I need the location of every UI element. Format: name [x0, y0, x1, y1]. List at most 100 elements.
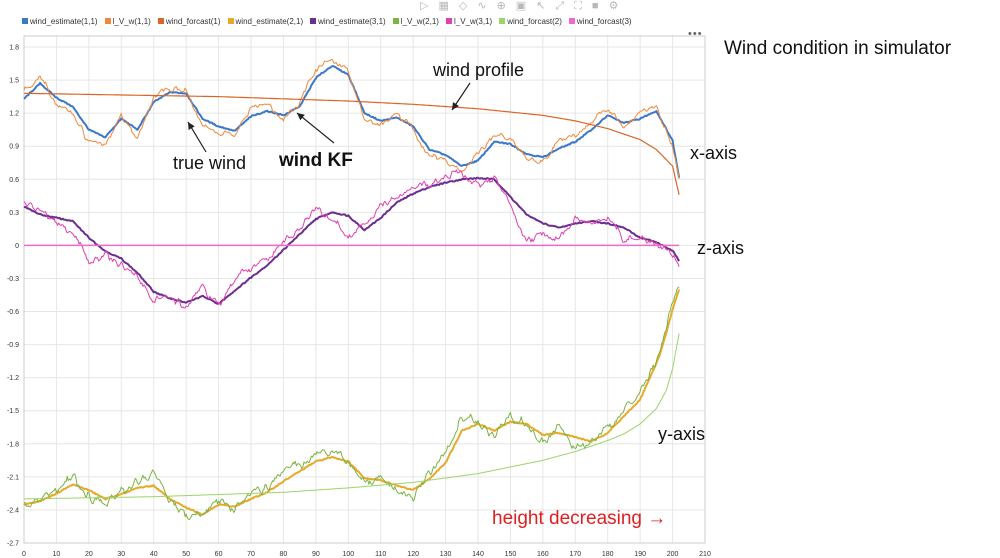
y-tick-label: -2.7 — [7, 541, 19, 548]
x-tick-label: 200 — [667, 551, 679, 558]
y-axis-label: y-axis — [658, 424, 706, 444]
y-tick-label: 1.8 — [9, 45, 19, 52]
legend-label: l_V_w(1,1) — [112, 16, 151, 26]
legend-label: wind_forcast(1) — [165, 16, 221, 26]
true-wind-label: true wind — [173, 153, 247, 173]
y-tick-label: -1.8 — [7, 441, 19, 448]
tick-layer: 0 10 20 30 40 50 60 70 80 90 100 110 120 130 140 150 160… — [7, 45, 711, 558]
series-line-wind-forcast-2 — [24, 333, 680, 500]
fit-icon[interactable]: ▣ — [515, 0, 527, 12]
legend-item[interactable]: wind_forcast(1) — [157, 16, 221, 26]
grid-icon[interactable]: ▦ — [438, 0, 449, 12]
legend-swatch — [104, 18, 111, 24]
series-line-wind-estimate-2-1 — [23, 289, 681, 516]
series-line-l-v-w-1-1 — [23, 58, 680, 179]
x-tick-label: 130 — [440, 551, 452, 558]
x-tick-label: 30 — [117, 551, 125, 558]
legend-swatch — [445, 18, 452, 24]
gear-icon[interactable]: ⚙ — [608, 0, 619, 12]
x-tick-label: 160 — [537, 551, 549, 558]
y-tick-label: -0.6 — [7, 309, 19, 316]
y-tick-label: 0.9 — [9, 144, 19, 151]
series-line-l-v-w-3-1 — [23, 169, 680, 309]
wind-profile-label: wind profile — [433, 60, 525, 80]
camera-icon[interactable]: ■ — [591, 0, 599, 12]
plot-toolbar: ▷ ▦ ◇ ∿ ⊕ ▣ ↖ ⤢ ⛶ ■ ⚙ — [420, 0, 705, 12]
x-tick-label: 210 — [699, 551, 711, 558]
legend-swatch — [22, 18, 28, 24]
height-decreasing-label: height decreasing → — [492, 508, 667, 529]
y-tick-label: -1.5 — [7, 408, 19, 415]
x-tick-label: 10 — [53, 551, 61, 558]
x-tick-label: 60 — [215, 551, 223, 558]
z-axis-label: z-axis — [697, 238, 745, 258]
legend-item[interactable]: wind_forcast(2) — [499, 17, 562, 26]
legend-label: l_V_w(3,1) — [453, 16, 493, 26]
eraser-icon[interactable]: ◇ — [458, 0, 468, 12]
wind-kf-arrow — [296, 112, 335, 144]
legend-item[interactable]: l_V_w(1,1) — [104, 16, 151, 26]
x-tick-label: 150 — [505, 551, 517, 558]
play-icon[interactable]: ▷ — [420, 0, 429, 12]
legend-swatch — [568, 18, 575, 24]
x-tick-label: 100 — [342, 551, 354, 558]
y-tick-label: -1.2 — [7, 375, 19, 382]
fullscreen-icon[interactable]: ⛶ — [574, 0, 582, 12]
legend-item[interactable]: l_V_w(2,1) — [392, 16, 439, 26]
series-line-wind-estimate-3-1 — [23, 176, 680, 305]
true-wind-arrow — [187, 121, 207, 153]
legend-label: wind_estimate(2,1) — [235, 16, 304, 26]
x-tick-label: 120 — [407, 551, 419, 558]
y-tick-label: 1.2 — [9, 111, 19, 118]
y-tick-label: 1.5 — [9, 78, 19, 85]
x-tick-label: 20 — [85, 551, 93, 558]
x-tick-label: 140 — [472, 551, 484, 558]
x-tick-label: 40 — [150, 551, 158, 558]
legend-item[interactable]: wind_estimate(2,1) — [227, 16, 304, 26]
y-tick-label: 0.6 — [9, 177, 19, 184]
annotation-arrows — [187, 82, 471, 153]
x-tick-label: 0 — [22, 551, 26, 558]
legend-item[interactable]: l_V_w(3,1) — [445, 16, 493, 26]
wind-profile-arrow — [451, 82, 471, 111]
legend-label: l_V_w(2,1) — [400, 16, 439, 26]
legend-label: wind_estimate(3,1) — [318, 16, 386, 26]
x-tick-label: 190 — [634, 551, 646, 558]
legend-swatch — [157, 18, 164, 24]
legend-swatch — [499, 18, 506, 24]
legend-item[interactable]: wind_estimate(3,1) — [310, 17, 386, 26]
legend-item[interactable]: wind_forcast(3) — [568, 16, 632, 26]
legend-label: wind_forcast(3) — [576, 16, 632, 26]
expand-icon[interactable]: ⤢ — [555, 0, 565, 12]
legend-swatch — [310, 18, 317, 24]
chart-caption: Wind condition in simulator — [724, 38, 952, 59]
x-tick-label: 70 — [247, 551, 255, 558]
series-line-wind-forcast-1 — [24, 92, 680, 195]
cursor-icon[interactable]: ↖ — [536, 0, 546, 12]
series-line-l-v-w-2-1 — [23, 286, 680, 520]
more-options-icon[interactable]: ••• — [688, 28, 703, 40]
zoom-icon[interactable]: ⊕ — [496, 0, 506, 12]
x-tick-label: 110 — [375, 551, 386, 558]
x-axis-label: x-axis — [690, 143, 738, 163]
legend-label: wind_estimate(1,1) — [30, 16, 98, 26]
y-tick-label: -0.9 — [7, 342, 19, 349]
legend-item[interactable]: wind_estimate(1,1) — [22, 17, 98, 26]
line-tool-icon[interactable]: ∿ — [477, 0, 487, 12]
x-tick-label: 180 — [602, 551, 614, 558]
y-tick-label: 0 — [15, 243, 19, 250]
x-tick-label: 90 — [312, 551, 320, 558]
plot-frame — [23, 35, 706, 544]
x-tick-label: 50 — [182, 551, 190, 558]
wind-kf-label: wind KF — [279, 150, 353, 171]
y-tick-label: -2.1 — [7, 474, 19, 481]
x-tick-label: 80 — [280, 551, 288, 558]
y-tick-label: 0.3 — [9, 210, 19, 217]
y-tick-label: -2.4 — [7, 507, 19, 514]
legend-swatch — [392, 18, 399, 24]
x-tick-label: 170 — [569, 551, 581, 558]
legend: wind_estimate(1,1) l_V_w(1,1) wind_forcast… — [22, 14, 632, 28]
legend-label: wind_forcast(2) — [507, 16, 562, 26]
y-tick-label: -0.3 — [7, 276, 19, 283]
